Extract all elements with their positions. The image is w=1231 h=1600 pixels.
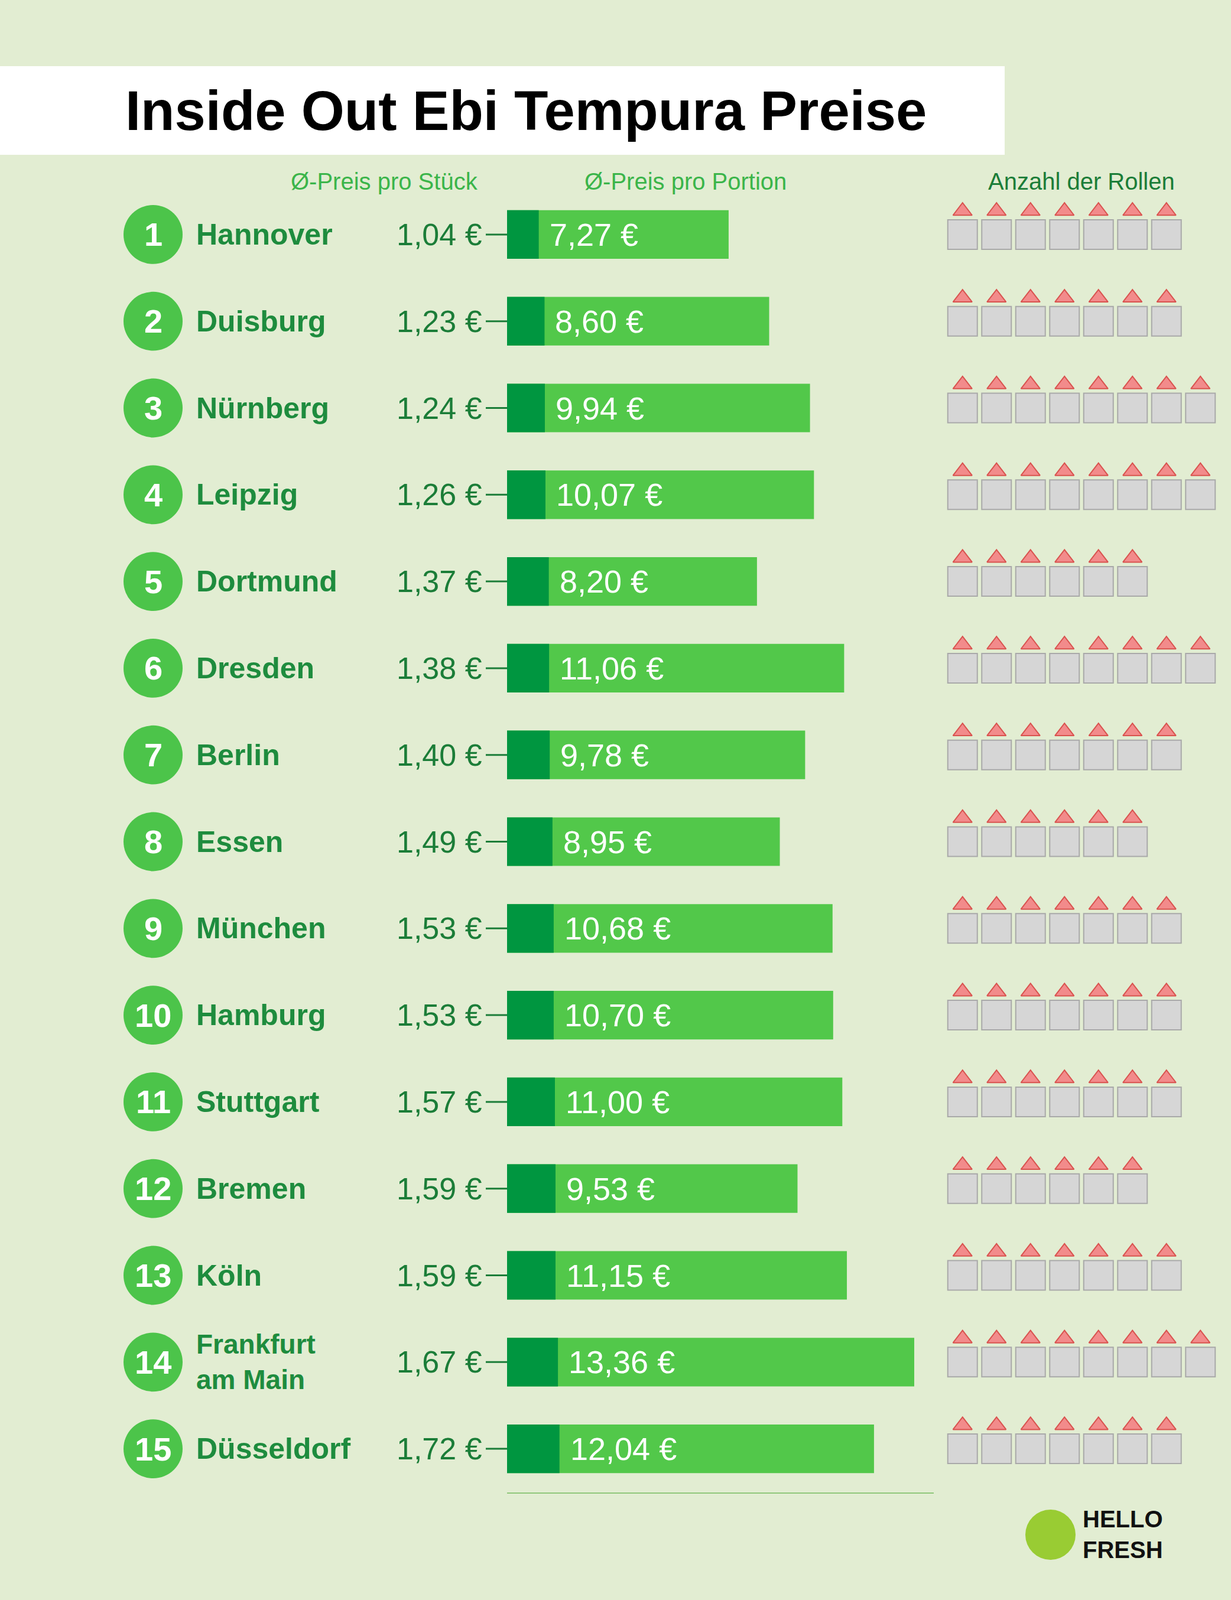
svg-text:9,94 €: 9,94 € bbox=[555, 390, 645, 427]
svg-text:1,59 €: 1,59 € bbox=[396, 1258, 483, 1294]
svg-text:11,00 €: 11,00 € bbox=[565, 1084, 670, 1120]
svg-text:Berlin: Berlin bbox=[196, 738, 281, 772]
svg-text:1,72 €: 1,72 € bbox=[396, 1431, 483, 1467]
svg-text:1,67 €: 1,67 € bbox=[396, 1345, 483, 1380]
svg-text:13,36 €: 13,36 € bbox=[568, 1344, 675, 1380]
svg-text:9,78 €: 9,78 € bbox=[560, 737, 649, 773]
svg-text:Essen: Essen bbox=[196, 825, 284, 859]
svg-text:Stuttgart: Stuttgart bbox=[196, 1085, 320, 1119]
svg-text:3: 3 bbox=[144, 389, 163, 427]
svg-text:7,27 €: 7,27 € bbox=[549, 216, 639, 253]
svg-text:10: 10 bbox=[134, 996, 172, 1035]
svg-text:12: 12 bbox=[134, 1170, 172, 1208]
svg-text:11: 11 bbox=[135, 1083, 171, 1121]
svg-text:14: 14 bbox=[134, 1343, 172, 1382]
svg-text:Inside Out Ebi Tempura Preise: Inside Out Ebi Tempura Preise bbox=[125, 79, 927, 142]
svg-text:9: 9 bbox=[144, 910, 163, 948]
svg-text:7: 7 bbox=[144, 736, 163, 774]
svg-text:13: 13 bbox=[134, 1257, 172, 1295]
svg-text:9,53 €: 9,53 € bbox=[566, 1171, 655, 1207]
svg-text:8,95 €: 8,95 € bbox=[563, 824, 652, 860]
svg-text:1,23 €: 1,23 € bbox=[396, 304, 483, 339]
svg-text:Anzahl der Rollen: Anzahl der Rollen bbox=[988, 168, 1175, 195]
svg-text:Duisburg: Duisburg bbox=[196, 304, 326, 339]
svg-text:HELLOFRESH: HELLOFRESH bbox=[1082, 1506, 1164, 1564]
svg-text:Hamburg: Hamburg bbox=[196, 998, 326, 1032]
svg-text:1,38 €: 1,38 € bbox=[396, 651, 483, 686]
svg-text:12,04 €: 12,04 € bbox=[570, 1431, 677, 1467]
svg-text:4: 4 bbox=[144, 476, 163, 514]
svg-text:8,20 €: 8,20 € bbox=[559, 563, 649, 600]
svg-text:Ø-Preis pro Portion: Ø-Preis pro Portion bbox=[584, 168, 787, 195]
svg-text:Hannover: Hannover bbox=[196, 218, 333, 252]
svg-text:Nürnberg: Nürnberg bbox=[196, 391, 330, 425]
svg-text:1,57 €: 1,57 € bbox=[396, 1085, 483, 1120]
svg-text:11,06 €: 11,06 € bbox=[559, 650, 664, 687]
svg-text:2: 2 bbox=[144, 302, 163, 340]
svg-text:Frankfurtam Main: Frankfurtam Main bbox=[196, 1329, 316, 1396]
svg-text:8: 8 bbox=[144, 823, 163, 861]
svg-text:Ø-Preis pro Stück: Ø-Preis pro Stück bbox=[290, 168, 479, 195]
svg-text:Dortmund: Dortmund bbox=[196, 564, 338, 599]
svg-text:München: München bbox=[196, 911, 326, 945]
svg-text:10,70 €: 10,70 € bbox=[564, 997, 671, 1034]
svg-text:1,40 €: 1,40 € bbox=[396, 738, 483, 773]
svg-text:1,04 €: 1,04 € bbox=[396, 217, 483, 252]
svg-text:8,60 €: 8,60 € bbox=[554, 303, 644, 340]
svg-text:1,24 €: 1,24 € bbox=[396, 391, 483, 426]
svg-text:6: 6 bbox=[144, 649, 163, 687]
svg-text:Düsseldorf: Düsseldorf bbox=[196, 1432, 352, 1466]
svg-text:1,26 €: 1,26 € bbox=[396, 477, 483, 512]
svg-text:Leipzig: Leipzig bbox=[196, 478, 298, 512]
svg-text:Köln: Köln bbox=[196, 1259, 262, 1293]
svg-text:1: 1 bbox=[144, 215, 163, 253]
svg-text:1,59 €: 1,59 € bbox=[396, 1171, 483, 1207]
svg-text:10,68 €: 10,68 € bbox=[564, 910, 671, 947]
svg-text:1,53 €: 1,53 € bbox=[396, 998, 483, 1033]
svg-text:1,37 €: 1,37 € bbox=[396, 564, 483, 599]
svg-text:15: 15 bbox=[134, 1430, 172, 1468]
svg-text:1,49 €: 1,49 € bbox=[396, 825, 483, 860]
svg-text:1,53 €: 1,53 € bbox=[396, 911, 483, 946]
svg-text:5: 5 bbox=[144, 563, 163, 601]
svg-text:Bremen: Bremen bbox=[196, 1172, 307, 1206]
svg-text:Dresden: Dresden bbox=[196, 651, 315, 685]
svg-text:11,15 €: 11,15 € bbox=[566, 1258, 671, 1294]
svg-text:10,07 €: 10,07 € bbox=[556, 476, 663, 513]
